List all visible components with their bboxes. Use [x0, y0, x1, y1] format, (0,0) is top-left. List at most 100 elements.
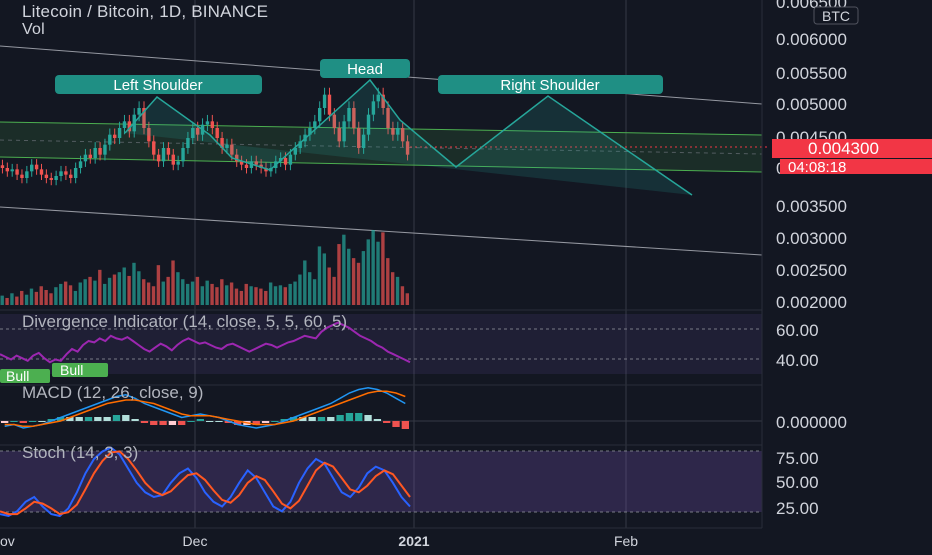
- volume-bar: [112, 274, 117, 305]
- candle-body: [69, 174, 73, 178]
- volume-bar: [63, 281, 68, 305]
- volume-bar: [137, 271, 141, 305]
- right-shoulder-label[interactable]: Right Shoulder: [438, 75, 663, 94]
- bull-badge-1-text: Bull: [6, 368, 29, 384]
- volume-bar: [49, 293, 53, 305]
- volume-bar: [142, 279, 146, 305]
- candle-body: [322, 94, 327, 108]
- channel-fill: [0, 122, 762, 172]
- candle-body: [152, 141, 156, 155]
- macd-histogram-bar: [28, 421, 37, 422]
- candle-body: [352, 108, 356, 128]
- candle-body: [366, 114, 371, 135]
- candle-body: [103, 144, 107, 155]
- stoch-title[interactable]: Stoch (14, 3, 3): [22, 443, 138, 462]
- volume-bar: [312, 279, 317, 305]
- volume-bar: [342, 234, 346, 305]
- volume-bar: [122, 267, 126, 305]
- price-label-0.005: 0.005000: [776, 95, 847, 114]
- volume-bar: [5, 297, 9, 305]
- symbol-title[interactable]: Litecoin / Bitcoin, 1D, BINANCE: [22, 2, 269, 21]
- candle-body: [244, 164, 249, 168]
- current-price-text: 0.004300: [808, 139, 879, 158]
- countdown-tag: 04:08:18: [780, 159, 932, 176]
- head-label[interactable]: Head: [320, 59, 410, 78]
- price-label-0.0035: 0.003500: [776, 197, 847, 216]
- candle-body: [405, 141, 410, 155]
- volume-label[interactable]: Vol: [22, 21, 45, 38]
- candle-body: [39, 169, 44, 175]
- macd-histogram-bar: [252, 421, 260, 425]
- volume-bar: [244, 283, 248, 305]
- stoch-band: [0, 451, 762, 512]
- volume-bar: [288, 283, 292, 305]
- time-axis[interactable]: ov Dec 2021 Feb: [0, 533, 638, 549]
- candle-body: [30, 164, 34, 172]
- candle-body: [264, 168, 268, 172]
- volume-bar: [234, 288, 239, 305]
- candle-body: [215, 128, 219, 138]
- volume-bar: [220, 279, 224, 305]
- macd-histogram-bar: [317, 417, 326, 421]
- volume-bar: [283, 287, 287, 305]
- candle-body: [371, 101, 376, 115]
- candle-body: [317, 108, 322, 122]
- candle-body: [293, 148, 298, 155]
- head-shoulders-pattern[interactable]: [124, 78, 693, 196]
- candle-body: [283, 158, 288, 165]
- macd-histogram-bar: [215, 421, 223, 422]
- candle-body: [186, 138, 190, 148]
- candle-body: [381, 94, 385, 108]
- bull-badge-2: Bull: [52, 362, 108, 378]
- price-label-0.003: 0.003000: [776, 229, 847, 248]
- candle-body: [376, 94, 380, 102]
- macd-title[interactable]: MACD (12, 26, close, 9): [22, 383, 203, 402]
- price-channel[interactable]: [0, 121, 770, 173]
- candle-body: [166, 148, 171, 155]
- volume-bar: [171, 260, 175, 305]
- volume-bar: [166, 276, 170, 305]
- volume-bar: [303, 260, 307, 305]
- candle-body: [210, 121, 215, 128]
- volume-bar: [98, 269, 102, 305]
- volume-bar: [44, 290, 48, 305]
- volume-bar: [215, 287, 219, 305]
- stoch-d-line: [0, 450, 411, 516]
- left-shoulder-label[interactable]: Left Shoulder: [55, 75, 262, 94]
- macd-histogram-bar: [122, 415, 130, 421]
- volume-bar: [347, 248, 351, 305]
- macd-histogram-bar: [364, 415, 372, 421]
- volume-bar: [15, 296, 19, 305]
- volume-bar: [68, 285, 73, 305]
- candle-body: [112, 134, 117, 138]
- divergence-indicator-title[interactable]: Divergence Indicator (14, close, 5, 5, 6…: [22, 312, 347, 331]
- volume-bar: [185, 283, 190, 305]
- candlesticks: [0, 87, 410, 186]
- macd-histogram-bar: [401, 421, 409, 429]
- volume-bar: [361, 251, 366, 305]
- volume-bar: [273, 286, 278, 305]
- volume-bar: [366, 239, 370, 305]
- countdown-text: 04:08:18: [788, 159, 846, 176]
- candle-body: [59, 171, 63, 176]
- candle-body: [357, 128, 361, 148]
- candle-body: [191, 128, 195, 138]
- currency-badge[interactable]: BTC: [813, 6, 859, 25]
- time-label-feb: Feb: [614, 533, 638, 549]
- candle-body: [25, 171, 29, 178]
- divergence-band: [0, 314, 762, 374]
- macd-histogram-bar: [131, 419, 139, 421]
- volume-bar: [29, 288, 34, 305]
- macd-histogram-bar: [206, 421, 214, 422]
- volume-bar: [381, 232, 385, 305]
- price-label-0.006: 0.006000: [776, 30, 847, 49]
- volume-bar: [10, 293, 14, 305]
- candle-body: [176, 161, 180, 165]
- candle-body: [98, 148, 102, 155]
- volume-bar: [88, 276, 92, 305]
- volume-bar: [0, 295, 4, 305]
- macd-histogram-bar: [47, 419, 55, 421]
- volume-bar: [225, 285, 229, 305]
